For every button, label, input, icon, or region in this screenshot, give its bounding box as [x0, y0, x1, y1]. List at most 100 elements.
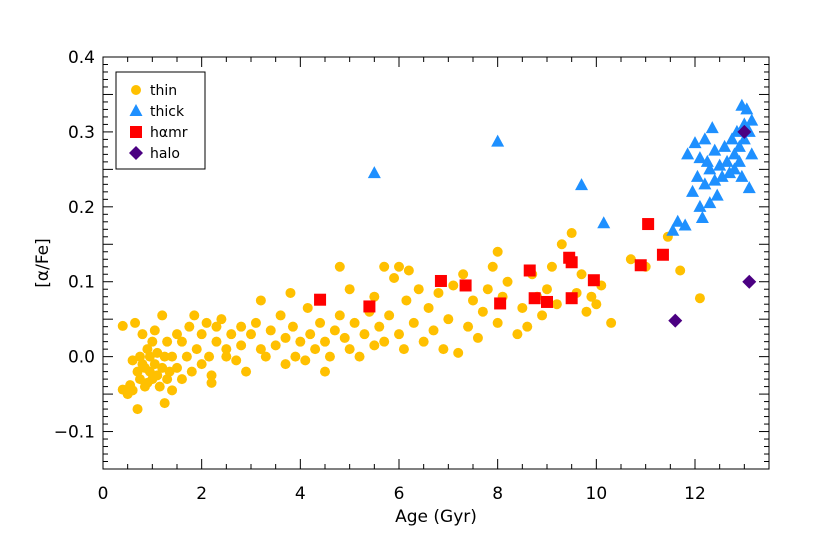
y-axis-title: [α/Fe] [33, 238, 53, 288]
data-point-square [656, 248, 669, 261]
data-point-triangle [710, 188, 724, 201]
data-point-circle [581, 306, 592, 317]
data-point-triangle [745, 147, 759, 160]
legend-entries: thin thick hαmr halo [129, 83, 188, 162]
data-point-circle [344, 344, 355, 355]
data-point-circle [157, 310, 168, 321]
data-point-circle [339, 332, 350, 343]
y-tick-label: 0.2 [68, 198, 95, 218]
data-point-square [634, 259, 647, 272]
data-point-circle [255, 344, 266, 355]
data-point-circle [231, 355, 242, 366]
data-point-square [587, 274, 600, 287]
data-point-circle [379, 261, 390, 272]
data-point-triangle [727, 162, 741, 175]
legend-marker-circle [131, 85, 141, 95]
data-point-triangle [727, 147, 741, 160]
data-point-square [314, 293, 327, 306]
data-point-circle [172, 329, 182, 340]
data-point-circle [285, 287, 296, 298]
legend-item: thin [131, 83, 177, 99]
data-point-circle [468, 295, 478, 306]
data-point-circle [137, 329, 148, 340]
data-point-circle [162, 336, 173, 347]
data-point-circle [443, 314, 454, 325]
data-point-diamond [668, 313, 683, 328]
data-point-circle [315, 317, 326, 328]
data-point-circle [324, 351, 335, 362]
data-point-circle [176, 336, 187, 347]
plot-frame [102, 56, 770, 470]
data-point-circle [147, 336, 158, 347]
data-point-circle [502, 276, 513, 287]
data-point-triangle [745, 113, 759, 126]
data-point-circle [482, 284, 493, 295]
data-point-circle [127, 355, 138, 366]
data-point-circle [201, 317, 212, 328]
x-tick-label: 6 [394, 484, 405, 504]
legend-marker-square [130, 126, 142, 138]
axes [102, 56, 770, 470]
data-point-circle [369, 340, 380, 351]
data-point-circle [152, 347, 163, 358]
data-point-circle [606, 317, 617, 328]
data-point-circle [359, 329, 370, 340]
data-point-diamond [742, 274, 757, 289]
data-point-circle [694, 293, 705, 304]
data-point-triangle [708, 143, 722, 156]
data-point-circle [154, 381, 165, 392]
x-tick-label: 0 [98, 484, 109, 504]
data-point-circle [280, 332, 291, 343]
data-point-circle [167, 351, 178, 362]
data-point-triangle [693, 151, 707, 164]
data-point-circle [586, 291, 597, 302]
data-point-circle [250, 317, 261, 328]
data-point-square [363, 300, 376, 313]
data-point-triangle [688, 136, 702, 149]
data-point-circle [492, 246, 503, 257]
data-point-triangle [597, 216, 611, 229]
data-point-circle [413, 284, 424, 295]
data-point-circle [216, 314, 227, 325]
data-point-circle [403, 265, 414, 276]
data-point-circle [438, 344, 449, 355]
x-tick-label: 10 [586, 484, 608, 504]
data-point-circle [157, 362, 168, 373]
legend-item: halo [129, 146, 180, 162]
data-point-circle [127, 385, 138, 396]
data-point-circle [211, 321, 222, 332]
data-point-triangle [742, 181, 756, 194]
series-3 [668, 124, 757, 328]
series-2 [314, 218, 669, 313]
data-point-circle [159, 398, 170, 409]
data-point-circle [189, 310, 200, 321]
y-tick-label: 0.3 [68, 123, 95, 143]
data-point-circle [241, 366, 252, 377]
data-point-circle [551, 299, 562, 310]
x-tick-label: 12 [684, 484, 706, 504]
data-point-circle [517, 302, 528, 313]
legend-label: hαmr [150, 125, 188, 141]
data-point-circle [226, 329, 237, 340]
data-point-circle [204, 351, 215, 362]
y-tick-label: 0.0 [68, 348, 95, 368]
data-point-circle [265, 325, 276, 336]
data-point-circle [164, 366, 175, 377]
data-point-circle [349, 317, 360, 328]
data-point-circle [320, 366, 330, 377]
data-point-circle [542, 284, 552, 295]
data-point-circle [181, 351, 192, 362]
data-point-triangle [686, 184, 700, 197]
data-point-circle [384, 310, 395, 321]
data-point-square [494, 297, 507, 310]
legend-marker-triangle [129, 104, 143, 116]
data-point-circle [477, 306, 488, 317]
data-point-circle [546, 261, 557, 272]
data-point-triangle [732, 154, 746, 167]
data-point-circle [408, 317, 419, 328]
data-point-circle [287, 321, 298, 332]
data-point-circle [537, 310, 548, 321]
data-point-circle [334, 310, 345, 321]
data-point-circle [270, 340, 281, 351]
data-point-square [528, 292, 541, 305]
